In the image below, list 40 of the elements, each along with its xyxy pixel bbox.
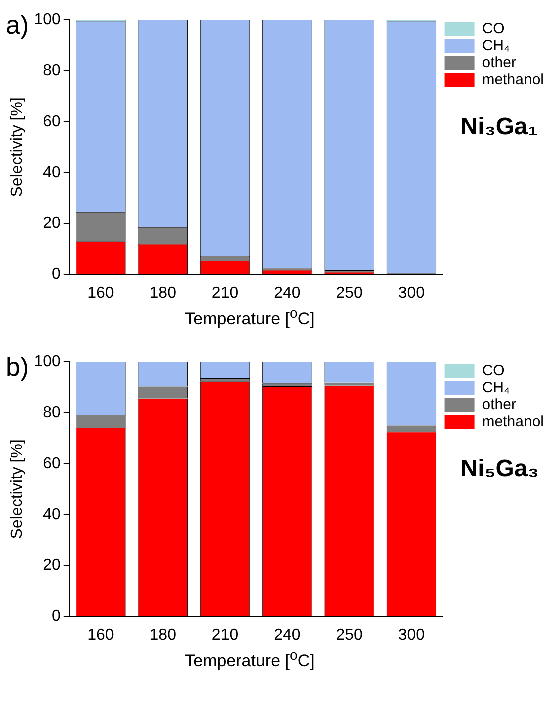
x-tick-label: 300 <box>398 284 426 302</box>
x-tick-label: 250 <box>336 284 364 302</box>
x-tick-label: 240 <box>274 626 301 644</box>
legend-label: methanol <box>482 72 544 89</box>
y-tick-label: 20 <box>43 215 61 232</box>
x-tick-label: 210 <box>212 284 239 302</box>
legend-label: CO <box>482 20 505 38</box>
y-tick-label: 60 <box>43 113 61 130</box>
text: a) <box>6 10 30 40</box>
y-tick-label: 80 <box>43 404 61 422</box>
x-tick-label: 160 <box>88 284 114 302</box>
y-tick-label: 0 <box>52 608 61 626</box>
text: Ni₃Ga₁ <box>460 114 538 141</box>
y-tick-label: 80 <box>43 62 61 80</box>
text: Ni₅Ga₃ <box>460 456 539 483</box>
y-tick-label: 0 <box>52 266 61 284</box>
legend-label: other <box>482 54 516 72</box>
y-tick-label: 20 <box>43 557 61 574</box>
y-tick-label: 100 <box>34 353 61 370</box>
y-axis-title: Selectivity [%] <box>9 440 26 540</box>
y-tick-label: 40 <box>43 506 61 524</box>
x-tick-label: 180 <box>150 626 177 644</box>
y-tick-label: 40 <box>43 164 61 182</box>
x-tick-label: 250 <box>336 626 364 644</box>
legend-label: CO <box>482 362 505 380</box>
legend-label: methanol <box>482 414 544 431</box>
x-tick-label: 210 <box>212 626 239 644</box>
legend-label: CH₄ <box>482 380 510 397</box>
x-axis-title: Temperature [$^{o}$C] <box>184 648 316 672</box>
legend-label: other <box>482 396 516 414</box>
x-tick-label: 180 <box>150 284 177 302</box>
x-tick-label: 300 <box>398 626 426 644</box>
x-tick-label: 160 <box>88 626 114 644</box>
x-tick-label: 240 <box>274 284 301 302</box>
legend-label: CH₄ <box>482 38 510 55</box>
x-axis-title: Temperature [$^{o}$C] <box>184 306 316 330</box>
text: b) <box>6 352 30 382</box>
y-axis-title: Selectivity [%] <box>9 98 26 198</box>
y-tick-label: 100 <box>34 11 61 28</box>
y-tick-label: 60 <box>43 455 61 472</box>
